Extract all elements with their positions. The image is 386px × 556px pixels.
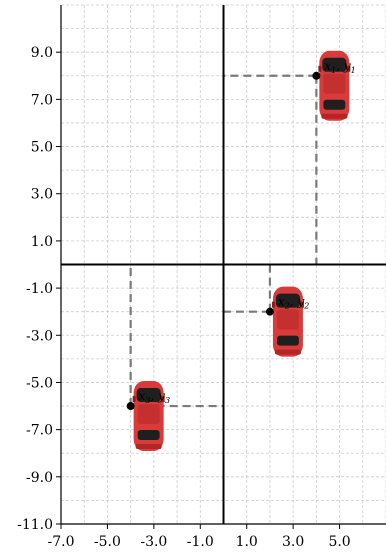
x-tick-label: 3.0 bbox=[282, 534, 304, 550]
y-tick-label: 7.0 bbox=[31, 92, 53, 108]
x-tick-label: -3.0 bbox=[140, 534, 167, 550]
y-tick-label: 9.0 bbox=[31, 45, 53, 61]
x-tick-label: 1.0 bbox=[236, 534, 258, 550]
y-tick-label: -7.0 bbox=[26, 423, 53, 439]
data-point bbox=[126, 402, 135, 411]
y-tick-label: 5.0 bbox=[31, 140, 53, 156]
y-tick-label: 1.0 bbox=[31, 234, 53, 250]
cars bbox=[132, 50, 351, 452]
x-tick-label: 5.0 bbox=[328, 534, 350, 550]
y-tick-label: 3.0 bbox=[31, 187, 53, 203]
y-tick-label: -5.0 bbox=[26, 375, 53, 391]
x-tick-label: -5.0 bbox=[94, 534, 121, 550]
axes bbox=[56, 5, 386, 529]
x-tick-label: -7.0 bbox=[48, 534, 75, 550]
point-label: x1, y1 bbox=[324, 59, 355, 75]
tick-labels: -7.0 -5.0 -3.0 -1.0 1.0 3.0 5.0 9.0 7.0 5.0 3.0 1.0… bbox=[17, 45, 351, 550]
y-tick-label: -3.0 bbox=[26, 328, 53, 344]
points: x1, y1 x2, y2 x3, y3 bbox=[126, 59, 356, 411]
point-label: x2, y2 bbox=[278, 295, 309, 311]
data-point bbox=[312, 71, 321, 80]
y-tick-label: -11.0 bbox=[17, 517, 53, 533]
y-tick-label: -1.0 bbox=[26, 281, 53, 297]
y-tick-label: -9.0 bbox=[26, 470, 53, 486]
data-point bbox=[265, 307, 274, 316]
point-label: x3, y3 bbox=[139, 389, 170, 405]
x-tick-label: -1.0 bbox=[187, 534, 214, 550]
